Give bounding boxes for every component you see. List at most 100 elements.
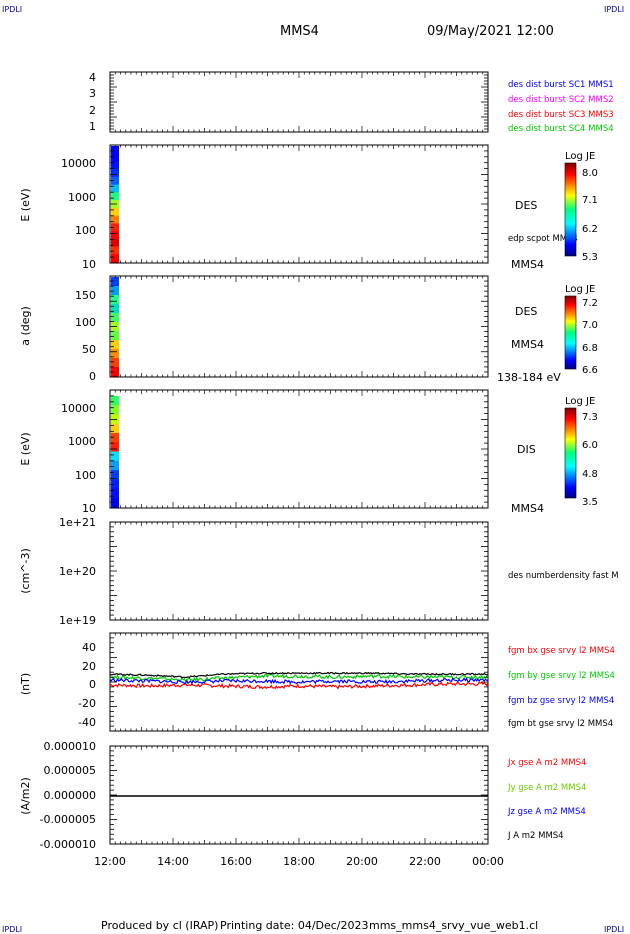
colorbar-tick: 4.8: [582, 469, 598, 480]
spectrogram-cell: [111, 161, 119, 170]
series-line-1: [109, 681, 489, 690]
y-tick-label: -0.000010: [40, 838, 96, 851]
y-axis-label: (A/m2): [19, 777, 32, 815]
spectrogram: [111, 277, 119, 377]
colorbar: [564, 162, 577, 257]
spectrogram-cell: [111, 497, 119, 508]
side-label: MMS4: [511, 502, 544, 515]
y-tick-label: 100: [75, 316, 96, 329]
y-tick-label: 0.000005: [44, 764, 97, 777]
spectrogram-cell: [111, 423, 119, 434]
spectrogram-cell: [111, 340, 119, 350]
axis-ticks: [109, 71, 489, 845]
y-axis-label: a (deg): [19, 306, 32, 346]
y-tick-label: 4: [89, 71, 96, 84]
y-axis-label: E (eV): [19, 432, 32, 465]
spectrogram-cell: [111, 349, 119, 359]
series-line-2: [109, 673, 489, 683]
spectrogram-cell: [111, 231, 119, 240]
colorbar-tick: 3.5: [582, 497, 598, 508]
spectrogram-cell: [111, 479, 119, 489]
footer-produced-by: Produced by cl (IRAP): [101, 919, 218, 932]
spectrogram-cell: [111, 223, 119, 232]
legend-by: fgm by gse srvy l2 MMS4: [508, 671, 615, 681]
legend-jz: Jz gse A m2 MMS4: [507, 807, 586, 817]
spectrogram-cell: [111, 331, 119, 341]
y-tick-label: 100: [75, 469, 96, 482]
spectrogram-cell: [111, 451, 119, 462]
y-tick-label: 1: [89, 120, 96, 133]
legend-sc4: des dist burst SC4 MMS4: [508, 124, 614, 134]
y-tick-label: 10: [82, 258, 96, 271]
panel-des-pitch-angle: 150 100 50 0 a (deg) DES MMS4 138-184 eV…: [19, 275, 598, 384]
y-tick-label: 3: [89, 87, 96, 100]
colorbar-tick: 6.2: [582, 224, 598, 235]
panel-des-energy: 10000 1000 100 10 E (eV) DES edp scpot M…: [19, 144, 598, 271]
panel-dis-energy: 10000 1000 100 10 E (eV) DIS MMS4 Log JE…: [19, 389, 598, 515]
y-tick-label: 10000: [61, 157, 96, 170]
colorbar-tick: 7.0: [582, 320, 598, 331]
x-tick-label: 18:00: [283, 855, 315, 868]
corner-label-tr: IPDLI: [604, 5, 624, 14]
spectrogram-cell: [111, 246, 119, 255]
y-tick-label: -0.000005: [40, 813, 96, 826]
y-tick-label: 150: [75, 289, 96, 302]
colorbar-tick: 7.2: [582, 298, 598, 309]
legend-j: J A m2 MMS4: [507, 831, 564, 841]
spectrogram: [111, 396, 119, 508]
spectrogram-cell: [111, 304, 119, 314]
y-tick-label: 1e+19: [59, 614, 96, 627]
spectrogram-cell: [111, 153, 119, 162]
footer-filename: mms_mms4_srvy_vue_web1.cl: [369, 919, 538, 932]
x-tick-label: 12:00: [94, 855, 126, 868]
colorbar: [564, 407, 577, 499]
panel-frame: [109, 389, 489, 509]
spectrogram-cell: [111, 215, 119, 224]
spectrogram-cell: [111, 146, 119, 155]
x-tick-label: 00:00: [472, 855, 504, 868]
legend-sc1: des dist burst SC1 MMS1: [508, 80, 614, 90]
corner-label-tl: IPDLI: [2, 5, 22, 14]
side-label: 138-184 eV: [497, 371, 561, 384]
legend-jx: Jx gse A m2 MMS4: [507, 758, 586, 768]
y-tick-label: 1e+20: [59, 565, 96, 578]
spectrogram-cell: [111, 169, 119, 178]
y-tick-label: 50: [82, 343, 96, 356]
spectrogram-cell: [111, 405, 119, 415]
legend-sc3: des dist burst SC3 MMS3: [508, 110, 614, 120]
series-line-3: [109, 677, 489, 685]
colorbar-tick: 5.3: [582, 252, 598, 263]
panel-magnetic-field: 40 20 0 -20 -40 (nT) fgm bx gse srvy l2 …: [19, 632, 615, 732]
side-label: DES: [515, 199, 537, 212]
y-tick-label: 20: [82, 660, 96, 673]
side-label: DIS: [517, 443, 536, 456]
spectrogram-cell: [111, 286, 119, 296]
legend-bz: fgm bz gse srvy l2 MMS4: [508, 696, 614, 706]
y-tick-label: 1000: [68, 191, 96, 204]
spectrogram-cell: [111, 396, 119, 406]
spectrogram-cell: [111, 488, 119, 499]
y-tick-label: 1000: [68, 435, 96, 448]
header-title: MMS4: [280, 24, 319, 39]
y-tick-label: -20: [78, 697, 96, 710]
spectrogram-cell: [111, 358, 119, 368]
spectrogram-cell: [111, 295, 119, 305]
y-tick-label: 0: [89, 678, 96, 691]
spectrogram-cell: [111, 176, 119, 186]
spectrogram-cell: [111, 367, 119, 377]
y-tick-label: 0: [89, 370, 96, 383]
colorbar-title: Log JE: [565, 151, 595, 162]
header-date: 09/May/2021 12:00: [427, 24, 554, 39]
spectrogram-cell: [111, 254, 119, 263]
side-label: DES: [515, 305, 537, 318]
y-tick-label: 1e+21: [59, 516, 96, 529]
spectrogram-cell: [111, 277, 119, 287]
spectrogram-cell: [111, 442, 119, 452]
legend-density: des numberdensity fast M: [508, 571, 619, 581]
spectrogram-cell: [111, 460, 119, 471]
colorbar-title: Log JE: [565, 284, 595, 295]
x-tick-label: 14:00: [157, 855, 189, 868]
spectrogram-cell: [111, 470, 119, 480]
x-tick-label: 22:00: [409, 855, 441, 868]
